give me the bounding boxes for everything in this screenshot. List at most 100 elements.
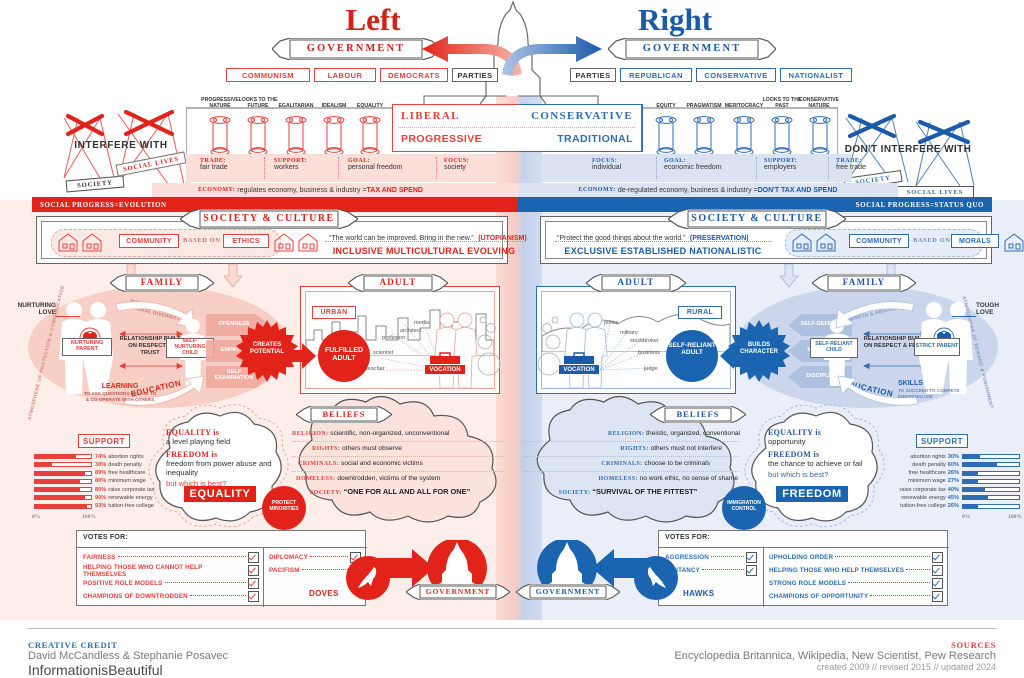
value-support-val: workers [274, 164, 299, 171]
bar-label: raise corporate tax [899, 486, 946, 493]
right-self-reliant-adult-label: SELF-RELIANT ADULT [668, 342, 716, 357]
value-focus-right-val: individual [592, 164, 622, 171]
left-beliefs-ribbon: BELIEFS [296, 406, 392, 423]
checkbox-icon[interactable] [932, 591, 943, 602]
value-goal-right: GOAL: economic freedom [664, 158, 756, 171]
checkbox-icon[interactable] [932, 565, 943, 576]
left-values-strip: TRADE: fair trade SUPPORT: workers GOAL:… [186, 154, 496, 182]
left-society-quote-text: “The world can be improved. Bring in the… [329, 235, 474, 242]
right-society-quote: “Protect the good things about the world… [557, 227, 771, 245]
party-tag-communism[interactable]: COMMUNISM [226, 68, 310, 82]
right-morals-label: MORALS [951, 234, 999, 248]
sources-body: Encyclopedia Britannica, Wikipedia, New … [674, 650, 996, 662]
belief-key: CRIMINALS: [601, 460, 643, 467]
value-trade-key: TRADE: [200, 158, 226, 164]
vote-item: CHAMPIONS OF DOWNTRODDEN [83, 590, 259, 603]
checkbox-icon[interactable] [932, 578, 943, 589]
right-freedom-key: FREEDOM is [768, 450, 820, 459]
right-equality-val: opportunity [768, 437, 806, 446]
vote-item: HELPING THOSE WHO HELP THEMSELVES [769, 564, 943, 577]
left-votes-col1: FAIRNESS HELPING THOSE WHO CANNOT HELP T… [83, 551, 259, 603]
right-hawks-label: HAWKS [683, 589, 715, 598]
credit-heading: CREATIVE CREDIT [28, 640, 118, 650]
value-focus-right-key: FOCUS: [592, 158, 618, 164]
left-social-progress-band: SOCIAL PROGRESS=EVOLUTION [32, 197, 518, 212]
left-ethics-label: ETHICS [223, 234, 269, 248]
left-instilling-arrow [115, 301, 195, 329]
left-society-quote: “The world can be improved. Bring in the… [329, 227, 529, 245]
vote-item: POSITIVE ROLE MODELS [83, 577, 259, 590]
checkbox-icon[interactable] [248, 591, 259, 602]
right-society-banner-label: SOCIETY & CULTURE [691, 213, 823, 224]
bar-row: 80% minimum wage [34, 478, 180, 485]
bar-row: 30% death penalty [34, 461, 180, 468]
party-tag-nationalist[interactable]: NATIONALIST [780, 68, 852, 82]
left-bottom-government-ribbon: GOVERNMENT [406, 584, 510, 600]
party-tag-democrats[interactable]: DEMOCRATS [380, 68, 448, 82]
belief-key: CRIMINALS: [298, 460, 340, 467]
checkbox-icon[interactable] [746, 565, 757, 576]
economy-key-left: ECONOMY: [198, 187, 236, 193]
left-learning-text: TO ASK QUESTIONS RELATE TO & CO-OPERATE … [83, 391, 157, 402]
spectrum-liberal: LIBERAL [401, 110, 460, 122]
right-relationship-label: RELATIONSHIP BUILT ON RESPECT & FEAR [863, 336, 925, 349]
value-trade: TRADE: fair trade [200, 158, 262, 171]
sources-sub: created 2009 // revised 2015 // updated … [816, 662, 996, 672]
right-houses-icon-2 [1004, 233, 1024, 252]
vote-label: UPHOLDING ORDER [769, 554, 834, 561]
bar-label: abortion rights [108, 453, 144, 460]
left-support-bars: 74% abortion rights 30% death penalty 89% f… [34, 453, 180, 511]
right-based-on-label: BASED ON [913, 237, 951, 244]
left-axis-max: 100% [82, 514, 96, 520]
pillar-label-pragmatism: PRAGMATISM [686, 103, 722, 109]
vote-item: CHAMPIONS OF OPPORTUNITY [769, 590, 943, 603]
value-trade-right-val: free trade [836, 164, 866, 171]
left-nurturing-parent-label: NURTURING PARENT [62, 338, 112, 356]
left-urban-label: URBAN [312, 306, 356, 319]
belief-val: choose to be criminals [644, 459, 710, 467]
value-goal-right-val: economic freedom [664, 164, 722, 171]
left-freedom-val: freedom from power abuse and inequality [166, 459, 272, 478]
vote-label: FAIRNESS [83, 554, 116, 561]
checkbox-icon[interactable] [248, 565, 259, 576]
party-tag-republican[interactable]: REPUBLICAN [620, 68, 692, 82]
bar-pct: 27% [947, 478, 959, 485]
checkbox-icon[interactable] [746, 552, 757, 563]
party-tag-labour[interactable]: LABOUR [314, 68, 376, 82]
page-title-right: Right [637, 2, 713, 37]
left-trait-self-examination: SELF EXAMINATION [214, 369, 254, 381]
checkbox-icon[interactable] [248, 552, 259, 563]
left-education-arrow [123, 375, 205, 406]
belief-val: “SURVIVAL OF THE FITTEST” [592, 486, 698, 496]
left-houses-icon-right [274, 233, 318, 252]
left-fulfilled-adult-label: FULFILLED ADULT [324, 347, 364, 362]
left-relationship-arrows [119, 330, 183, 370]
belief-row: CRIMINALS: choose to be criminals [524, 460, 740, 469]
pillar-label-equity: EQUITY [656, 103, 676, 109]
right-support-title: SUPPORT [916, 434, 968, 448]
left-core-text: EQUALITY is a level playing field FREEDO… [166, 428, 274, 488]
right-government-ribbon: GOVERNMENT [608, 38, 776, 60]
right-self-reliant-adult-circle [666, 330, 718, 382]
right-vocation-rays [599, 323, 657, 371]
right-immigration-control-label: IMMIGRATION CONTROL [727, 500, 761, 512]
checkbox-icon[interactable] [248, 578, 259, 589]
belief-row: CRIMINALS: social and economic victims [292, 460, 504, 469]
bar-label: renewable energy [901, 494, 946, 501]
belief-row: RELIGION: scientific, non-organized, unc… [292, 430, 504, 439]
right-core-answer: FREEDOM [776, 486, 848, 502]
value-support-key: SUPPORT: [274, 158, 308, 164]
bar-pct: 93% [95, 503, 107, 510]
right-job-stockbroker: stockbroker [630, 338, 659, 344]
right-instilling-arrow [835, 301, 915, 329]
left-job-professor: professor [382, 335, 406, 341]
left-creates-potential-label: CREATES POTENTIAL [250, 342, 284, 355]
right-beliefs-ribbon: BELIEFS [650, 406, 746, 423]
checkbox-icon[interactable] [932, 552, 943, 563]
left-adult-silhouette [434, 312, 478, 389]
value-focus-key: FOCUS: [444, 158, 470, 164]
credit-logo: InformationisBeautiful [28, 662, 163, 678]
left-society-ribbon: SOCIETY & CULTURE [180, 209, 358, 229]
party-tag-conservative[interactable]: CONSERVATIVE [696, 68, 776, 82]
vote-item: UPHOLDING ORDER [769, 551, 943, 564]
